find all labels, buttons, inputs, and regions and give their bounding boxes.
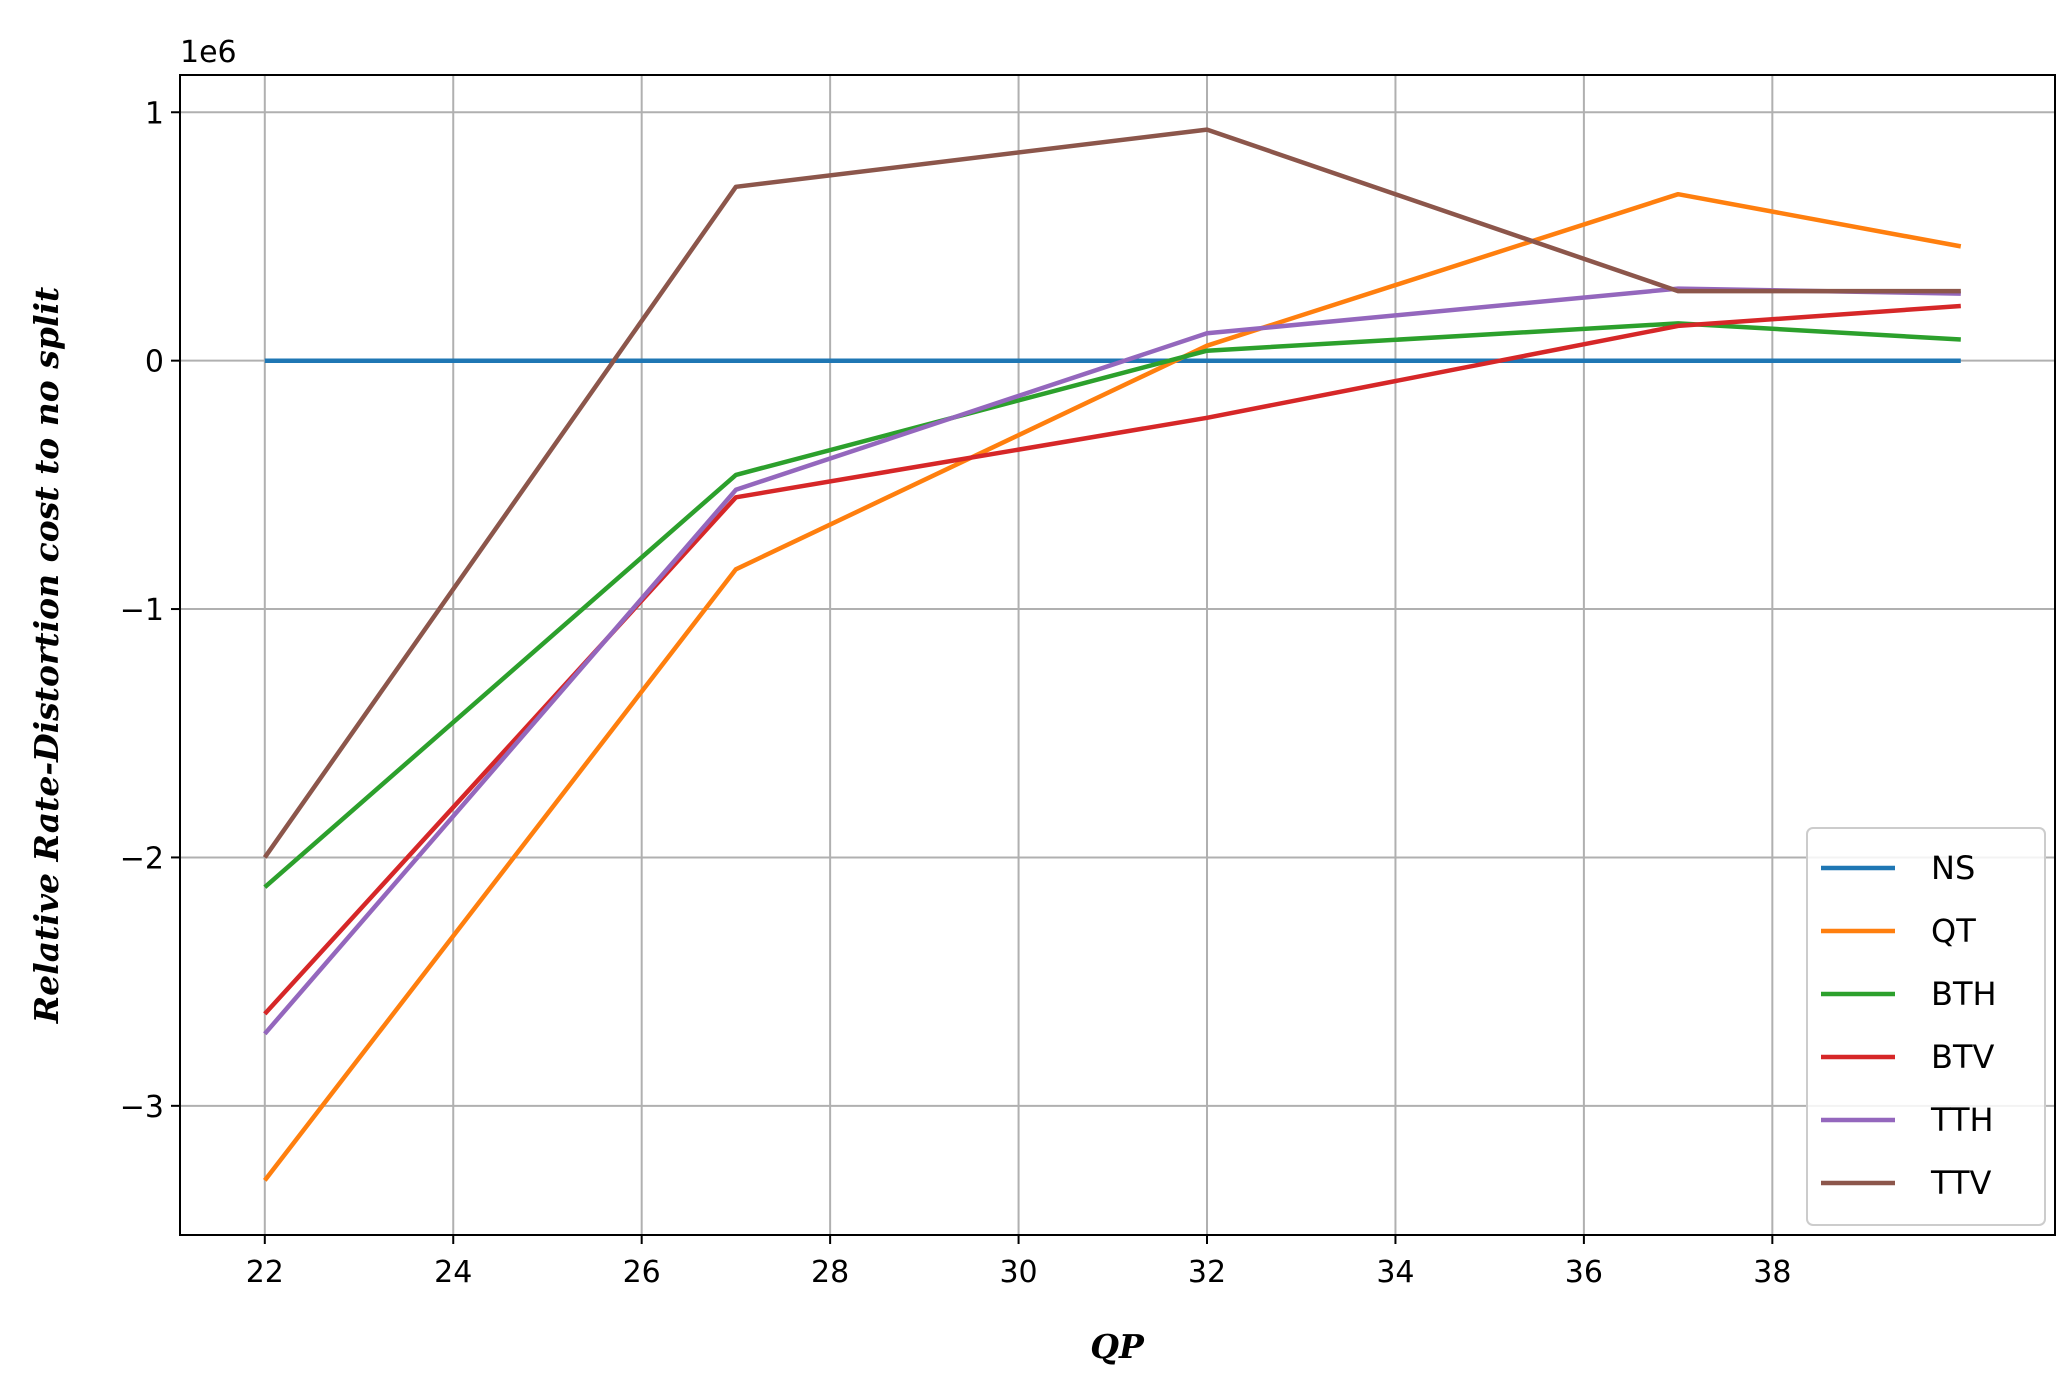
x-tick-label: 26 — [623, 1255, 661, 1290]
legend-label-bth: BTH — [1931, 975, 1997, 1013]
x-tick-label: 34 — [1376, 1255, 1414, 1290]
plot-frame — [179, 74, 2056, 1236]
series-line-bth — [263, 321, 1961, 889]
y-axis-ticks: −3 −2 −1 0 1 — [120, 96, 180, 1125]
grid — [180, 75, 2055, 1235]
y-scale-offset-label: 1e6 — [180, 35, 237, 70]
x-tick-label: 30 — [999, 1255, 1037, 1290]
y-axis-title: Relative Rate-Distortion cost to no spli… — [27, 287, 66, 1025]
x-tick-label: 24 — [434, 1255, 472, 1290]
y-tick-label: −2 — [120, 841, 164, 876]
y-tick-label: 0 — [145, 345, 164, 380]
legend: NS QT BTH BTV TTH TTV — [1806, 827, 2046, 1226]
legend-label-qt: QT — [1931, 912, 1976, 950]
legend-label-tth: TTH — [1930, 1101, 1994, 1139]
series-line-qt — [263, 191, 1962, 1182]
series-lines — [262, 127, 1962, 1182]
y-tick-label: −1 — [120, 593, 164, 628]
x-tick-label: 36 — [1565, 1255, 1603, 1290]
legend-label-btv: BTV — [1931, 1038, 1995, 1076]
x-tick-label: 22 — [246, 1255, 284, 1290]
x-axis-ticks: 22 24 26 28 30 32 34 36 38 — [246, 1235, 1791, 1290]
legend-label-ttv: TTV — [1930, 1164, 1992, 1202]
x-axis-title: QP — [1090, 1327, 1145, 1366]
legend-label-ns: NS — [1931, 849, 1975, 887]
x-tick-label: 28 — [811, 1255, 849, 1290]
series-line-ttv — [262, 127, 1961, 859]
y-tick-label: 1 — [145, 96, 164, 131]
legend-box — [1806, 827, 2046, 1226]
y-tick-label: −3 — [120, 1090, 164, 1125]
plot-background — [180, 75, 2055, 1235]
x-tick-label: 38 — [1753, 1255, 1791, 1290]
x-tick-label: 32 — [1188, 1255, 1226, 1290]
